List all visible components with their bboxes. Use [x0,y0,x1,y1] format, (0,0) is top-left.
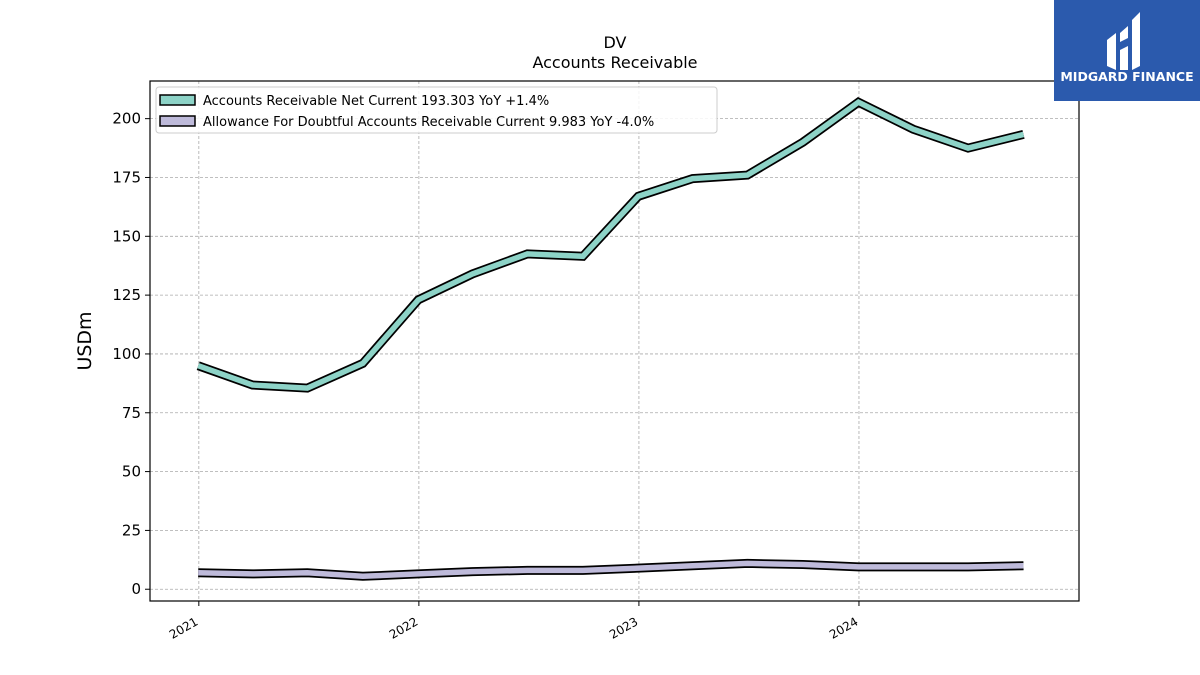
y-tick-label: 175 [112,168,141,186]
midgard-finance-logo: MIDGARD FINANCE [1054,0,1200,101]
y-tick-label: 125 [112,286,141,304]
plot-frame [149,80,1080,602]
y-tick-label: 25 [122,521,141,539]
grid-lines [150,81,1079,601]
series-line-1 [198,560,1024,580]
y-axis-label: USDm [74,311,96,370]
legend-label-allowance: Allowance For Doubtful Accounts Receivab… [203,115,654,130]
legend-swatch-allowance [159,115,196,127]
y-tick-label: 200 [112,110,141,128]
y-axis-ticks: 0 25 50 75 100 125 150 175 200 [112,110,150,598]
legend-box [155,86,718,134]
legend: Accounts Receivable Net Current 193.303 … [155,86,718,134]
logo-mark-icon [1107,12,1140,70]
y-tick-label: 100 [112,345,141,363]
chart-title: DV [604,33,627,52]
series-lines [196,96,1025,581]
chart-subtitle: Accounts Receivable [532,53,697,72]
legend-label-ar-net: Accounts Receivable Net Current 193.303 … [203,94,549,109]
series-line-0 [197,99,1025,391]
y-tick-label: 75 [122,404,141,422]
y-tick-label: 150 [112,227,141,245]
y-tick-label: 0 [131,580,141,598]
legend-swatch-ar-net [159,94,196,106]
logo-text: MIDGARD FINANCE [1060,69,1193,84]
y-tick-label: 50 [122,463,141,481]
